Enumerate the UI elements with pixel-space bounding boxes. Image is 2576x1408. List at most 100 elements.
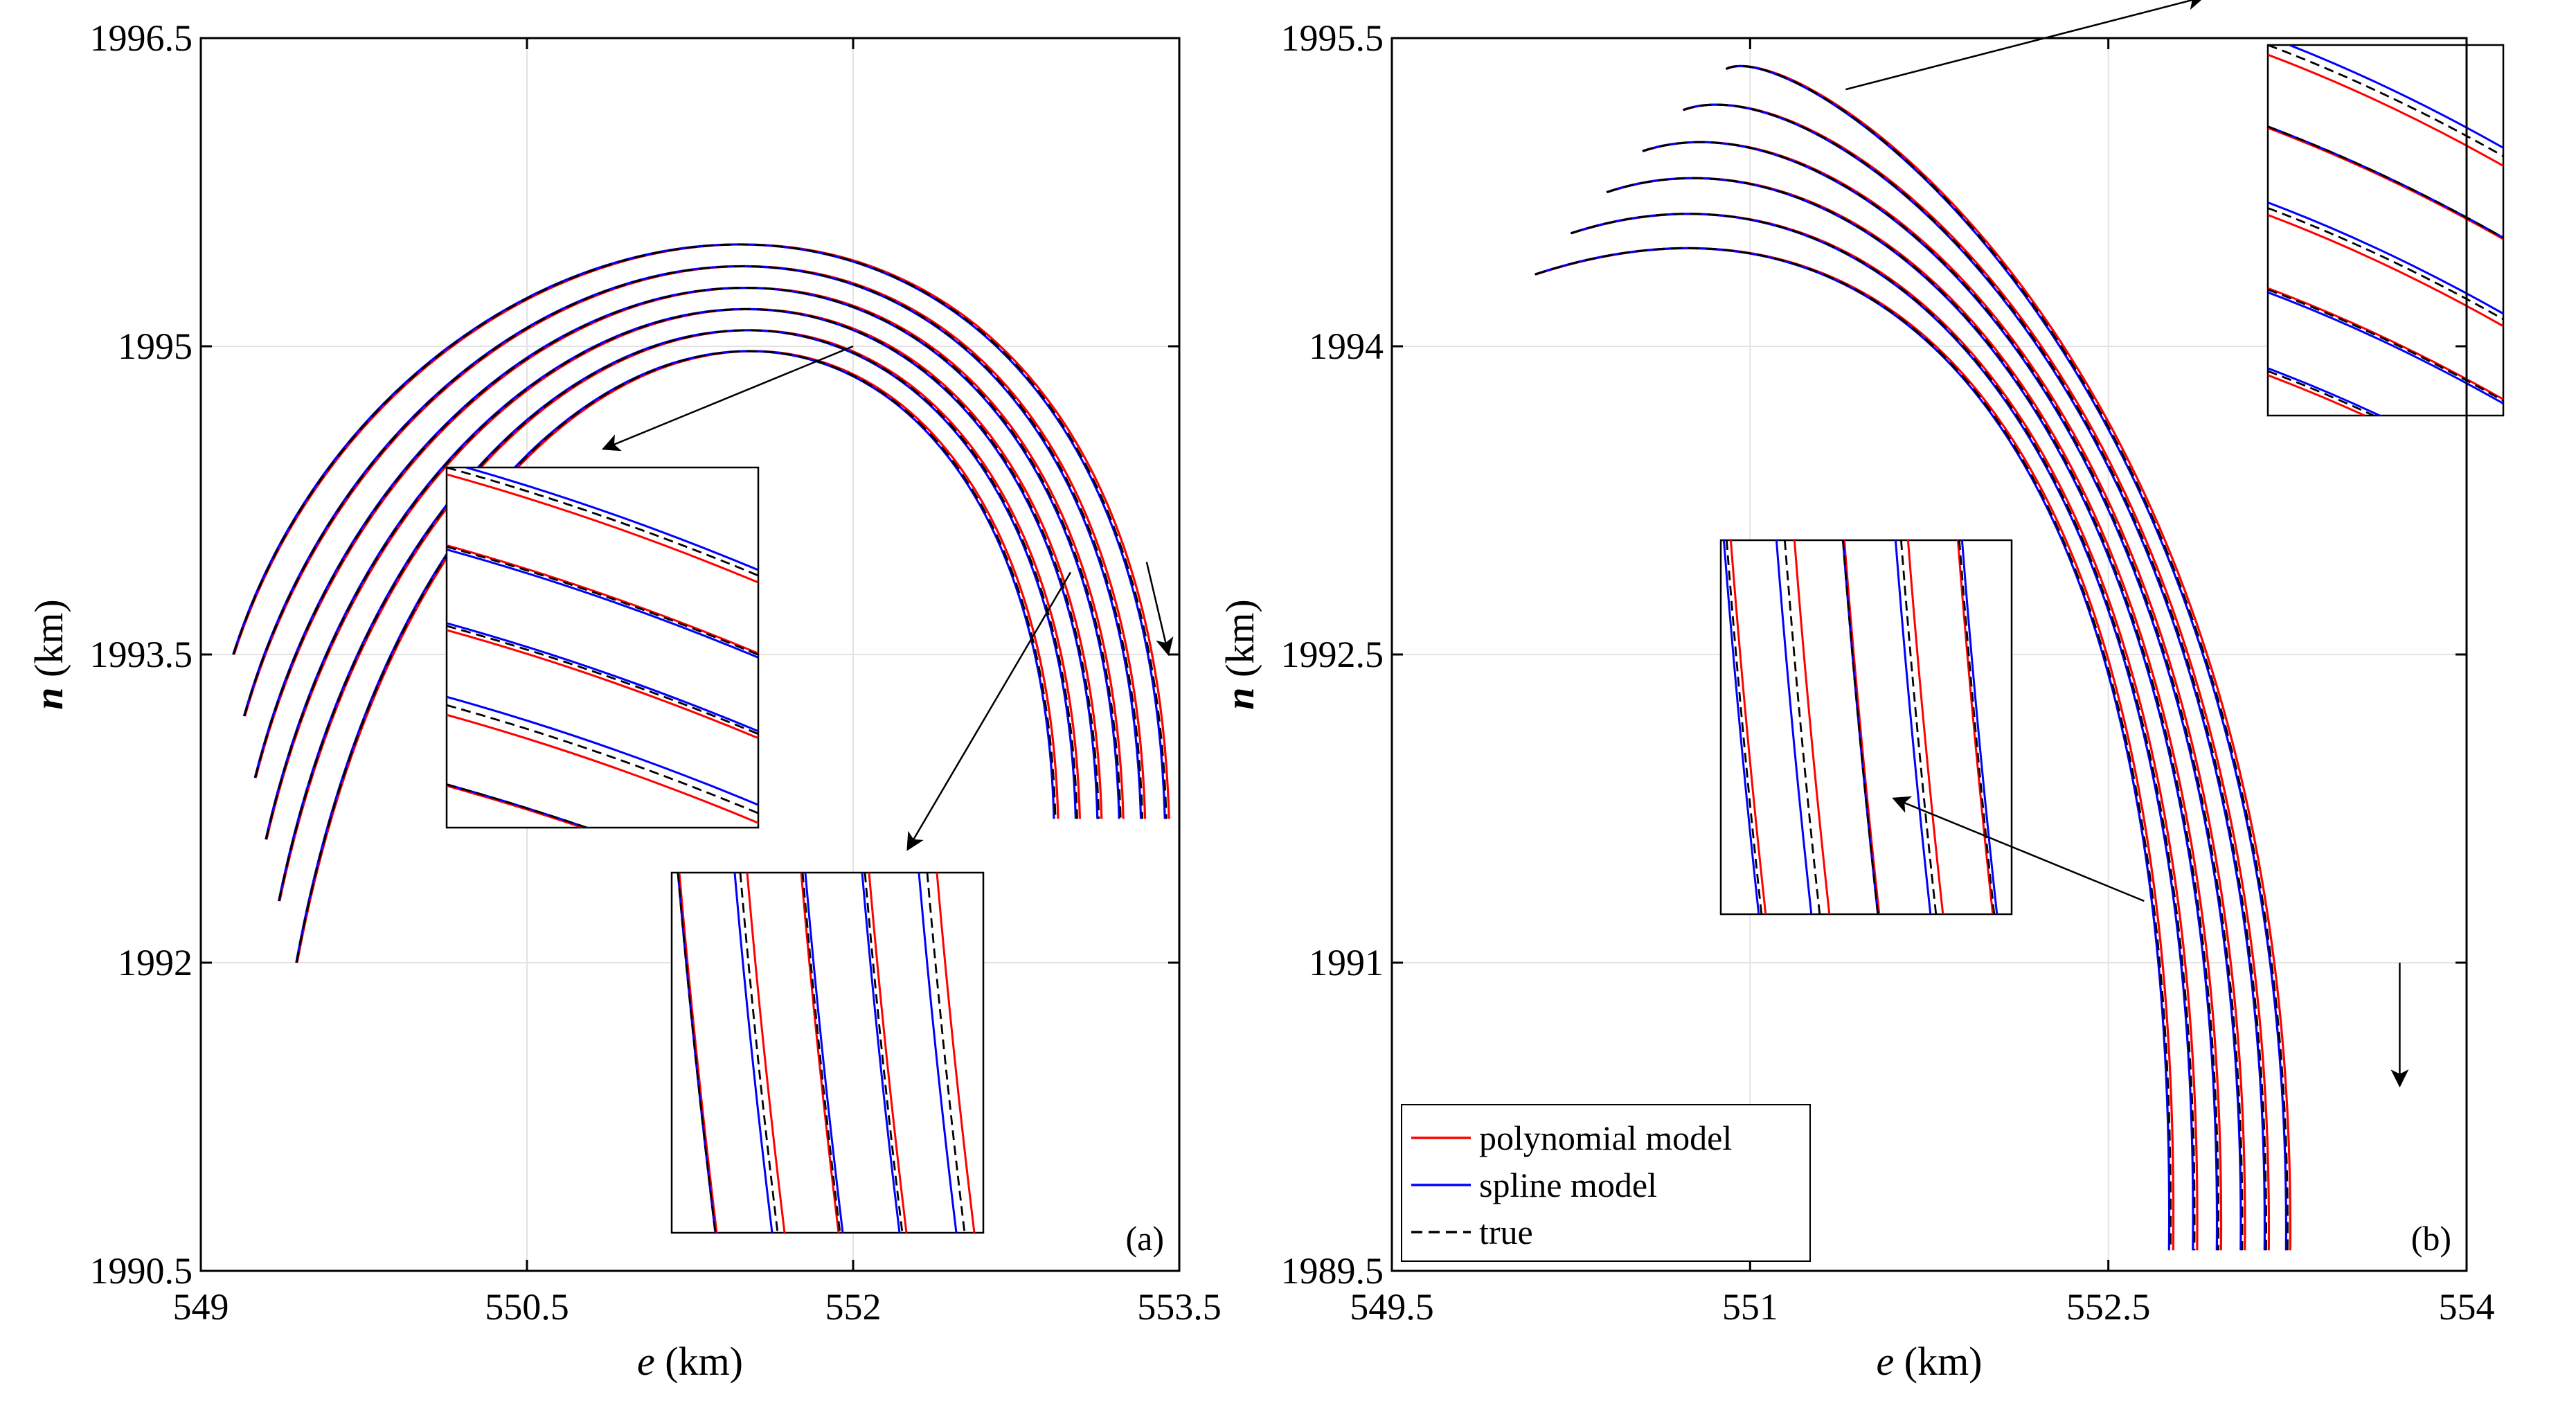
zoom-inset-frame-1 — [1719, 539, 2013, 916]
y-tick-label-3: 1995 — [118, 326, 193, 367]
inset-0-curve-3-spline — [2268, 291, 2503, 404]
y-tick-label-2: 1992.5 — [1281, 634, 1384, 675]
inset-0-curve-3-polynomial — [447, 713, 758, 824]
x-tick-label-3: 554 — [2439, 1286, 2495, 1328]
inset-0-curve-0-spline — [2286, 45, 2503, 149]
zoom-insets-a — [445, 466, 985, 1234]
trajectories-a — [232, 243, 1170, 963]
zoom-pointer-arrow-1 — [906, 571, 1072, 851]
trajectory-3-true — [1606, 177, 2219, 1251]
inset-1-curve-4-polynomial — [936, 873, 976, 1233]
inset-1-curve-0-true — [677, 873, 717, 1233]
y-axis-label-a: n (km) — [26, 599, 71, 710]
inset-1-curve-3-true — [1900, 540, 1938, 914]
trajectory-1-spline — [242, 265, 1143, 819]
zoom-inset-0 — [2266, 44, 2505, 417]
trajectories-b — [1535, 64, 2291, 1251]
trajectory-1-true — [1683, 103, 2267, 1251]
inset-0-curve-4-spline — [2268, 367, 2382, 416]
inset-1-curve-0-polynomial — [1729, 540, 1767, 914]
inset-0-curve-0-true — [2268, 45, 2503, 157]
x-tick-label-1: 550.5 — [485, 1286, 569, 1328]
x-tick-label-2: 552.5 — [2066, 1286, 2151, 1328]
inset-0-curve-3-polynomial — [2268, 287, 2503, 400]
inset-1-curve-4-polynomial — [1956, 540, 1994, 914]
inset-1-curve-3-polynomial — [868, 873, 908, 1233]
inset-1-curve-1-polynomial — [1793, 540, 1831, 914]
trajectory-2-true — [1642, 141, 2244, 1251]
zoom-pointer-arrow-1 — [1892, 796, 2145, 902]
inset-1-curve-1-true — [1784, 540, 1821, 914]
inset-1-curve-2-true — [801, 873, 841, 1233]
trajectory-0-true — [1726, 65, 2289, 1251]
inset-1-curve-4-true — [1958, 540, 1996, 914]
tick-labels-a: 549 550.5 552 553.5 1990.5 1992 1993.5 1995 1996… — [90, 17, 1222, 1328]
legend-label-spline: spline model — [1479, 1166, 1657, 1204]
inset-1-curve-1-spline — [733, 873, 773, 1233]
inset-0-curve-2-true — [2268, 207, 2503, 321]
inset-0-curve-3-true — [2268, 288, 2503, 402]
trajectory-0-spline — [232, 243, 1166, 819]
inset-0-curve-1-polynomial — [447, 544, 758, 654]
arrows-a — [601, 345, 1174, 851]
trajectory-0-true — [232, 243, 1168, 819]
zoom-inset-frame-0 — [2266, 44, 2505, 417]
x-axis-label-b: e (km) — [1877, 1339, 1983, 1384]
inset-0-curve-0-polynomial — [447, 473, 758, 584]
x-tick-label-0: 549 — [173, 1286, 229, 1328]
panel-b: 549.5 551 552.5 554 1989.5 1991 1992.5 1994 1995… — [1217, 0, 2505, 1384]
inset-0-curve-1-true — [2268, 125, 2503, 239]
x-tick-label-3: 553.5 — [1137, 1286, 1222, 1328]
y-tick-label-3: 1994 — [1309, 326, 1384, 367]
ticks-b — [1390, 37, 2468, 1272]
trajectory-4-true — [278, 329, 1078, 902]
inset-1-curve-2-polynomial — [800, 873, 840, 1233]
y-tick-label-1: 1991 — [1309, 942, 1384, 983]
y-tick-label-4: 1995.5 — [1281, 17, 1384, 59]
panel-a: 549 550.5 552 553.5 1990.5 1992 1993.5 1995 1996… — [26, 17, 1222, 1384]
y-tick-label-1: 1992 — [118, 942, 193, 983]
zoom-inset-frame-1 — [670, 871, 985, 1234]
legend-item-spline: spline model — [1411, 1166, 1657, 1204]
inset-1-curve-3-true — [864, 873, 904, 1233]
tick-labels-b: 549.5 551 552.5 554 1989.5 1991 1992.5 1994 1995… — [1281, 17, 2495, 1328]
zoom-inset-1 — [670, 871, 985, 1234]
zoom-inset-0 — [445, 466, 760, 829]
inset-1-curve-0-true — [1726, 540, 1763, 914]
legend-item-polynomial: polynomial model — [1411, 1119, 1732, 1157]
arrows-b — [1845, 0, 2409, 1088]
inset-0-curve-2-polynomial — [2268, 213, 2503, 328]
zoom-pointer-arrow-0 — [601, 345, 854, 452]
ticks-a — [199, 37, 1181, 1272]
zoom-pointer-arrow-0 — [1845, 0, 2206, 91]
legend-item-true: true — [1411, 1213, 1533, 1251]
inset-0-curve-1-spline — [447, 548, 758, 659]
inset-0-curve-4-polynomial — [447, 785, 587, 828]
inset-1-curve-4-spline — [918, 873, 958, 1233]
inset-1-curve-1-true — [739, 873, 779, 1233]
inset-0-curve-3-spline — [447, 695, 758, 806]
inset-0-curve-4-polynomial — [2268, 374, 2368, 416]
inset-1-curve-1-polynomial — [746, 873, 786, 1233]
trajectory-5-true — [1535, 247, 2172, 1251]
inset-1-curve-3-polynomial — [1906, 540, 1944, 914]
y-tick-label-4: 1996.5 — [90, 17, 193, 59]
inset-1-curve-0-polynomial — [678, 873, 718, 1233]
x-axis-label-a: e (km) — [637, 1339, 743, 1384]
legend: polynomial model spline model true — [1401, 1104, 1811, 1262]
inset-1-curve-4-true — [926, 873, 966, 1233]
direction-arrow — [1145, 562, 1174, 657]
inset-1-curve-0-spline — [1722, 540, 1760, 914]
inset-1-curve-3-spline — [861, 873, 901, 1233]
inset-1-curve-4-spline — [1960, 540, 1998, 914]
y-tick-label-0: 1989.5 — [1281, 1250, 1384, 1292]
zoom-inset-frame-0 — [445, 466, 760, 829]
x-tick-label-1: 551 — [1722, 1286, 1778, 1328]
inset-0-curve-1-polynomial — [2268, 127, 2503, 240]
y-tick-label-0: 1990.5 — [90, 1250, 193, 1292]
legend-label-true: true — [1479, 1213, 1533, 1251]
inset-1-curve-2-polynomial — [1843, 540, 1881, 914]
inset-0-curve-4-spline — [447, 783, 590, 828]
inset-0-curve-4-true — [2268, 370, 2377, 416]
trajectory-4-true — [1571, 213, 2196, 1251]
